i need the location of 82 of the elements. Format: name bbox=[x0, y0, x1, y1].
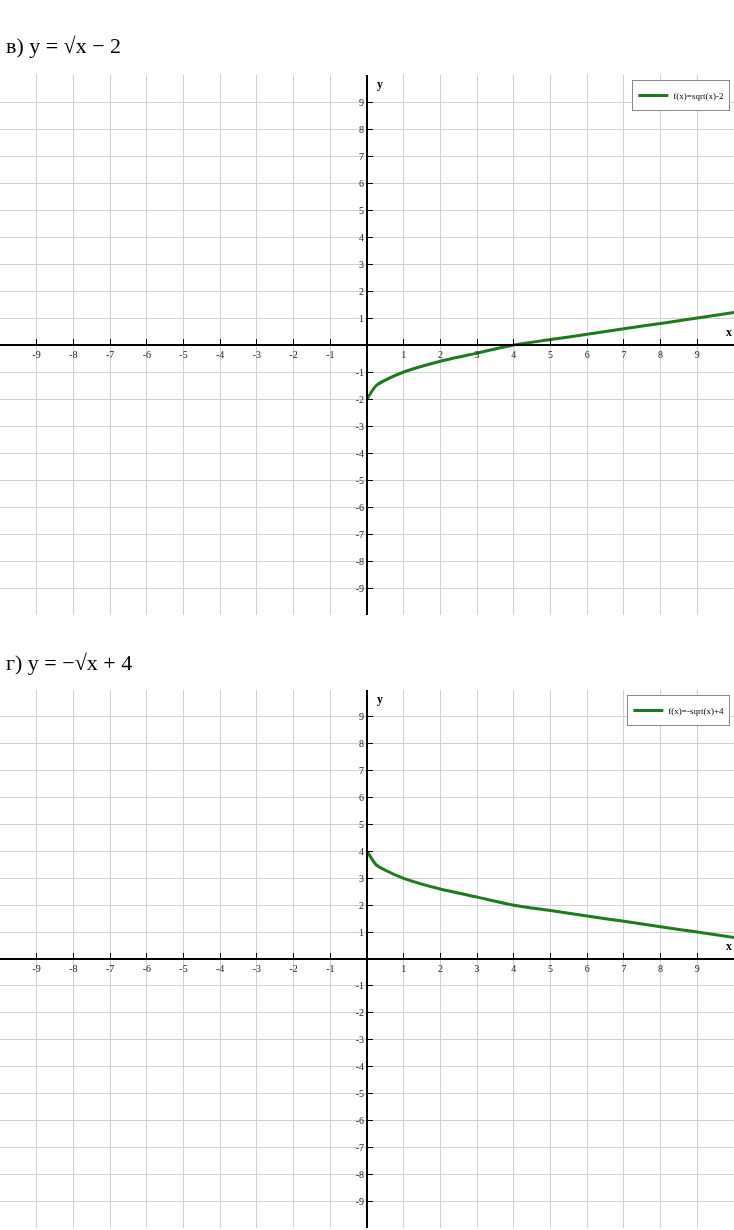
chart-title: г) y = −√x + 4 bbox=[6, 650, 133, 675]
x-tick-label: -6 bbox=[142, 349, 151, 360]
x-tick-label: -8 bbox=[69, 963, 78, 974]
x-tick-label: -4 bbox=[216, 349, 225, 360]
x-tick-label: 9 bbox=[694, 349, 700, 360]
y-tick-label: -8 bbox=[355, 555, 364, 567]
legend-label: f(x)=sqrt(x)-2 bbox=[673, 90, 724, 101]
x-tick-label: -4 bbox=[216, 963, 225, 974]
x-tick-label: 6 bbox=[584, 349, 590, 360]
x-tick-label: -7 bbox=[105, 963, 115, 974]
y-tick-label: 3 bbox=[359, 258, 364, 270]
x-tick-label: 8 bbox=[658, 963, 664, 974]
x-tick-label: -7 bbox=[105, 349, 115, 360]
x-tick-label: -3 bbox=[252, 963, 262, 974]
x-tick-label: -6 bbox=[142, 963, 151, 974]
x-tick-label: 3 bbox=[474, 963, 480, 974]
x-tick-label: -5 bbox=[179, 963, 188, 974]
y-axis-title: y bbox=[377, 77, 383, 91]
x-tick-label: 9 bbox=[694, 963, 700, 974]
x-tick-label: 7 bbox=[621, 963, 627, 974]
y-tick-label: -9 bbox=[355, 1195, 364, 1207]
y-tick-label: -1 bbox=[355, 980, 364, 992]
y-tick-label: -4 bbox=[355, 1061, 364, 1073]
y-tick-label: 3 bbox=[359, 872, 364, 884]
x-tick-label: -9 bbox=[32, 349, 41, 360]
x-axis-title: x bbox=[726, 325, 732, 339]
y-tick-label: 2 bbox=[359, 899, 364, 911]
y-tick-label: -7 bbox=[355, 528, 364, 540]
y-tick-label: -6 bbox=[355, 1114, 364, 1126]
x-tick-label: -3 bbox=[252, 349, 262, 360]
x-tick-label: 4 bbox=[511, 963, 517, 974]
x-tick-label: -5 bbox=[179, 349, 188, 360]
y-tick-label: 1 bbox=[359, 312, 364, 324]
y-tick-label: 5 bbox=[359, 204, 364, 216]
y-tick-label: -5 bbox=[355, 1088, 364, 1099]
x-tick-label: 5 bbox=[548, 963, 553, 974]
y-tick-label: -4 bbox=[355, 447, 364, 459]
x-tick-label: -2 bbox=[289, 349, 298, 360]
x-tick-label: -8 bbox=[69, 349, 78, 360]
x-tick-label: 4 bbox=[511, 349, 517, 360]
legend-label: f(x)=-sqrt(x)+4 bbox=[668, 705, 724, 716]
x-tick-label: -9 bbox=[32, 963, 41, 974]
y-tick-label: -5 bbox=[355, 474, 364, 486]
x-tick-label: 1 bbox=[401, 349, 407, 360]
y-tick-label: 8 bbox=[359, 738, 364, 750]
y-tick-label: -1 bbox=[355, 366, 364, 378]
y-tick-label: 1 bbox=[359, 926, 364, 938]
x-tick-label: 3 bbox=[474, 349, 480, 360]
x-tick-label: 6 bbox=[584, 963, 590, 974]
y-tick-label: -3 bbox=[355, 1034, 364, 1046]
y-tick-label: -7 bbox=[355, 1141, 364, 1153]
line-series bbox=[365, 849, 734, 939]
y-tick-label: 2 bbox=[359, 285, 364, 297]
y-tick-label: 6 bbox=[359, 792, 364, 804]
y-tick-label: 4 bbox=[359, 231, 364, 243]
y-tick-label: 9 bbox=[359, 96, 364, 108]
x-tick-label: 2 bbox=[437, 349, 443, 360]
x-tick-label: -1 bbox=[326, 349, 335, 360]
y-tick-label: -9 bbox=[355, 582, 364, 594]
x-tick-label: 5 bbox=[548, 349, 553, 360]
x-tick-label: 7 bbox=[621, 349, 627, 360]
y-tick-label: 6 bbox=[359, 177, 364, 189]
y-tick-label: 7 bbox=[359, 765, 364, 777]
y-tick-label: 5 bbox=[359, 819, 364, 830]
y-tick-label: 9 bbox=[359, 711, 364, 723]
y-tick-label: -2 bbox=[355, 393, 364, 405]
chart-title: в) y = √x − 2 bbox=[6, 33, 122, 58]
x-tick-label: 1 bbox=[401, 963, 407, 974]
y-tick-label: 7 bbox=[359, 150, 364, 162]
line-series bbox=[365, 311, 734, 401]
x-tick-label: -1 bbox=[326, 963, 335, 974]
y-tick-label: -6 bbox=[355, 501, 364, 513]
x-axis-title: x bbox=[726, 939, 732, 953]
x-tick-label: -2 bbox=[289, 963, 298, 974]
y-tick-label: 4 bbox=[359, 845, 364, 857]
x-tick-label: 2 bbox=[437, 963, 443, 974]
y-tick-label: -2 bbox=[355, 1007, 364, 1019]
y-tick-label: 8 bbox=[359, 123, 364, 135]
y-axis-title: y bbox=[377, 692, 383, 706]
y-tick-label: -8 bbox=[355, 1168, 364, 1180]
y-tick-label: -3 bbox=[355, 420, 364, 432]
x-tick-label: 8 bbox=[658, 349, 664, 360]
